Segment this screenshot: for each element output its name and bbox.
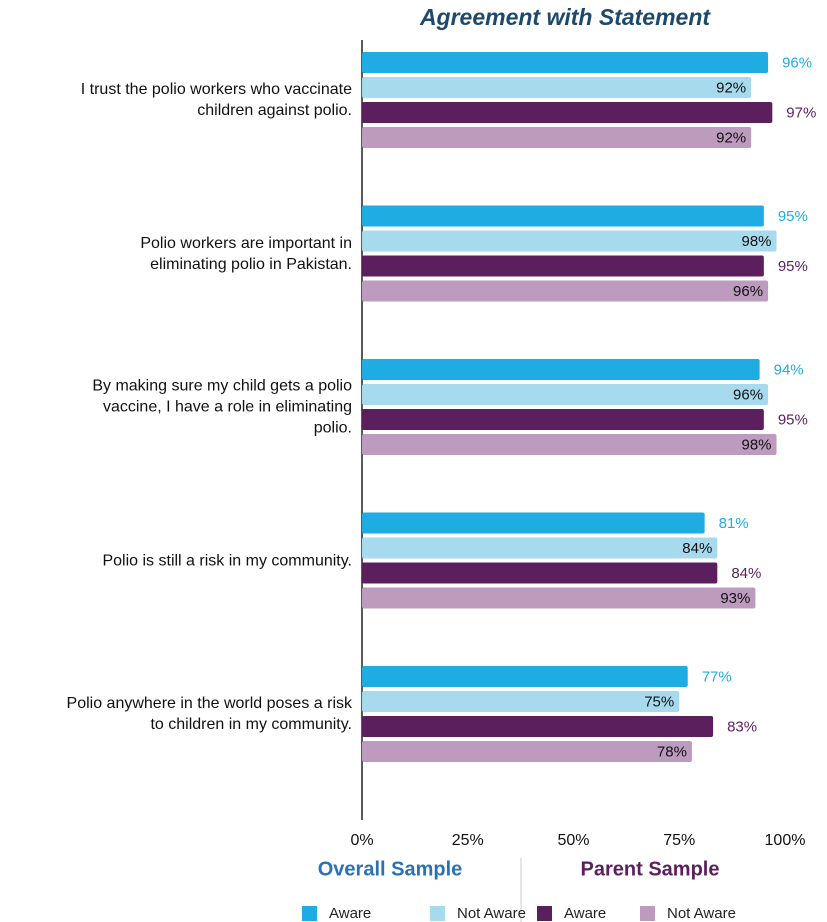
legend-label: Aware bbox=[329, 905, 371, 922]
bar bbox=[362, 537, 718, 559]
bar bbox=[362, 434, 777, 455]
value-label: 78% bbox=[657, 743, 687, 760]
bar bbox=[362, 280, 769, 302]
value-label: 97% bbox=[786, 104, 816, 121]
category-label: Polio anywhere in the world poses a risk… bbox=[66, 695, 352, 733]
bar bbox=[362, 562, 718, 584]
x-tick-label: 50% bbox=[557, 832, 589, 849]
legend-swatch bbox=[430, 906, 445, 921]
bar bbox=[362, 384, 769, 405]
bar bbox=[362, 666, 688, 687]
x-tick-label: 25% bbox=[452, 832, 484, 849]
bar bbox=[362, 716, 714, 737]
legend-swatch bbox=[302, 906, 317, 921]
bar bbox=[362, 77, 752, 98]
legend-label: Not Aware bbox=[457, 905, 526, 922]
value-label: 96% bbox=[733, 386, 763, 403]
category-label: Polio workers are important in eliminati… bbox=[140, 234, 352, 273]
bar bbox=[362, 255, 764, 277]
bar bbox=[362, 127, 752, 148]
x-tick-label: 75% bbox=[663, 832, 695, 849]
legend-label: Not Aware bbox=[667, 905, 736, 922]
value-label: 84% bbox=[731, 565, 761, 582]
value-label: 93% bbox=[720, 590, 750, 607]
value-label: 96% bbox=[733, 283, 763, 300]
legend-group-title: Overall Sample bbox=[318, 858, 463, 880]
value-label: 77% bbox=[702, 668, 732, 685]
legend-label: Aware bbox=[564, 905, 606, 922]
bar bbox=[362, 359, 760, 380]
bar bbox=[362, 102, 773, 123]
value-label: 98% bbox=[742, 233, 772, 250]
value-label: 98% bbox=[742, 436, 772, 453]
bar bbox=[362, 512, 705, 534]
bar bbox=[362, 52, 769, 73]
bar bbox=[362, 230, 777, 252]
value-label: 92% bbox=[716, 129, 746, 146]
bar bbox=[362, 741, 692, 762]
value-label: 96% bbox=[782, 54, 812, 71]
bar bbox=[362, 691, 680, 712]
chart-title: Agreement with Statement bbox=[419, 4, 711, 30]
x-tick-label: 0% bbox=[350, 832, 373, 849]
value-label: 95% bbox=[778, 258, 808, 275]
category-label: By making sure my child gets a polio vac… bbox=[92, 377, 352, 437]
category-label: I trust the polio workers who vaccinate … bbox=[80, 81, 352, 119]
bar bbox=[362, 205, 764, 227]
value-label: 83% bbox=[727, 718, 757, 735]
legend-group-title: Parent Sample bbox=[581, 858, 720, 880]
x-tick-label: 100% bbox=[765, 832, 806, 849]
value-label: 75% bbox=[644, 693, 674, 710]
value-label: 94% bbox=[774, 361, 804, 378]
value-label: 95% bbox=[778, 208, 808, 225]
value-label: 84% bbox=[682, 540, 712, 557]
legend-swatch bbox=[640, 906, 655, 921]
bar bbox=[362, 587, 756, 609]
legend-swatch bbox=[537, 906, 552, 921]
value-label: 92% bbox=[716, 79, 746, 96]
value-label: 95% bbox=[778, 411, 808, 428]
bar bbox=[362, 409, 764, 430]
category-label: Polio is still a risk in my community. bbox=[102, 552, 352, 569]
value-label: 81% bbox=[719, 515, 749, 532]
